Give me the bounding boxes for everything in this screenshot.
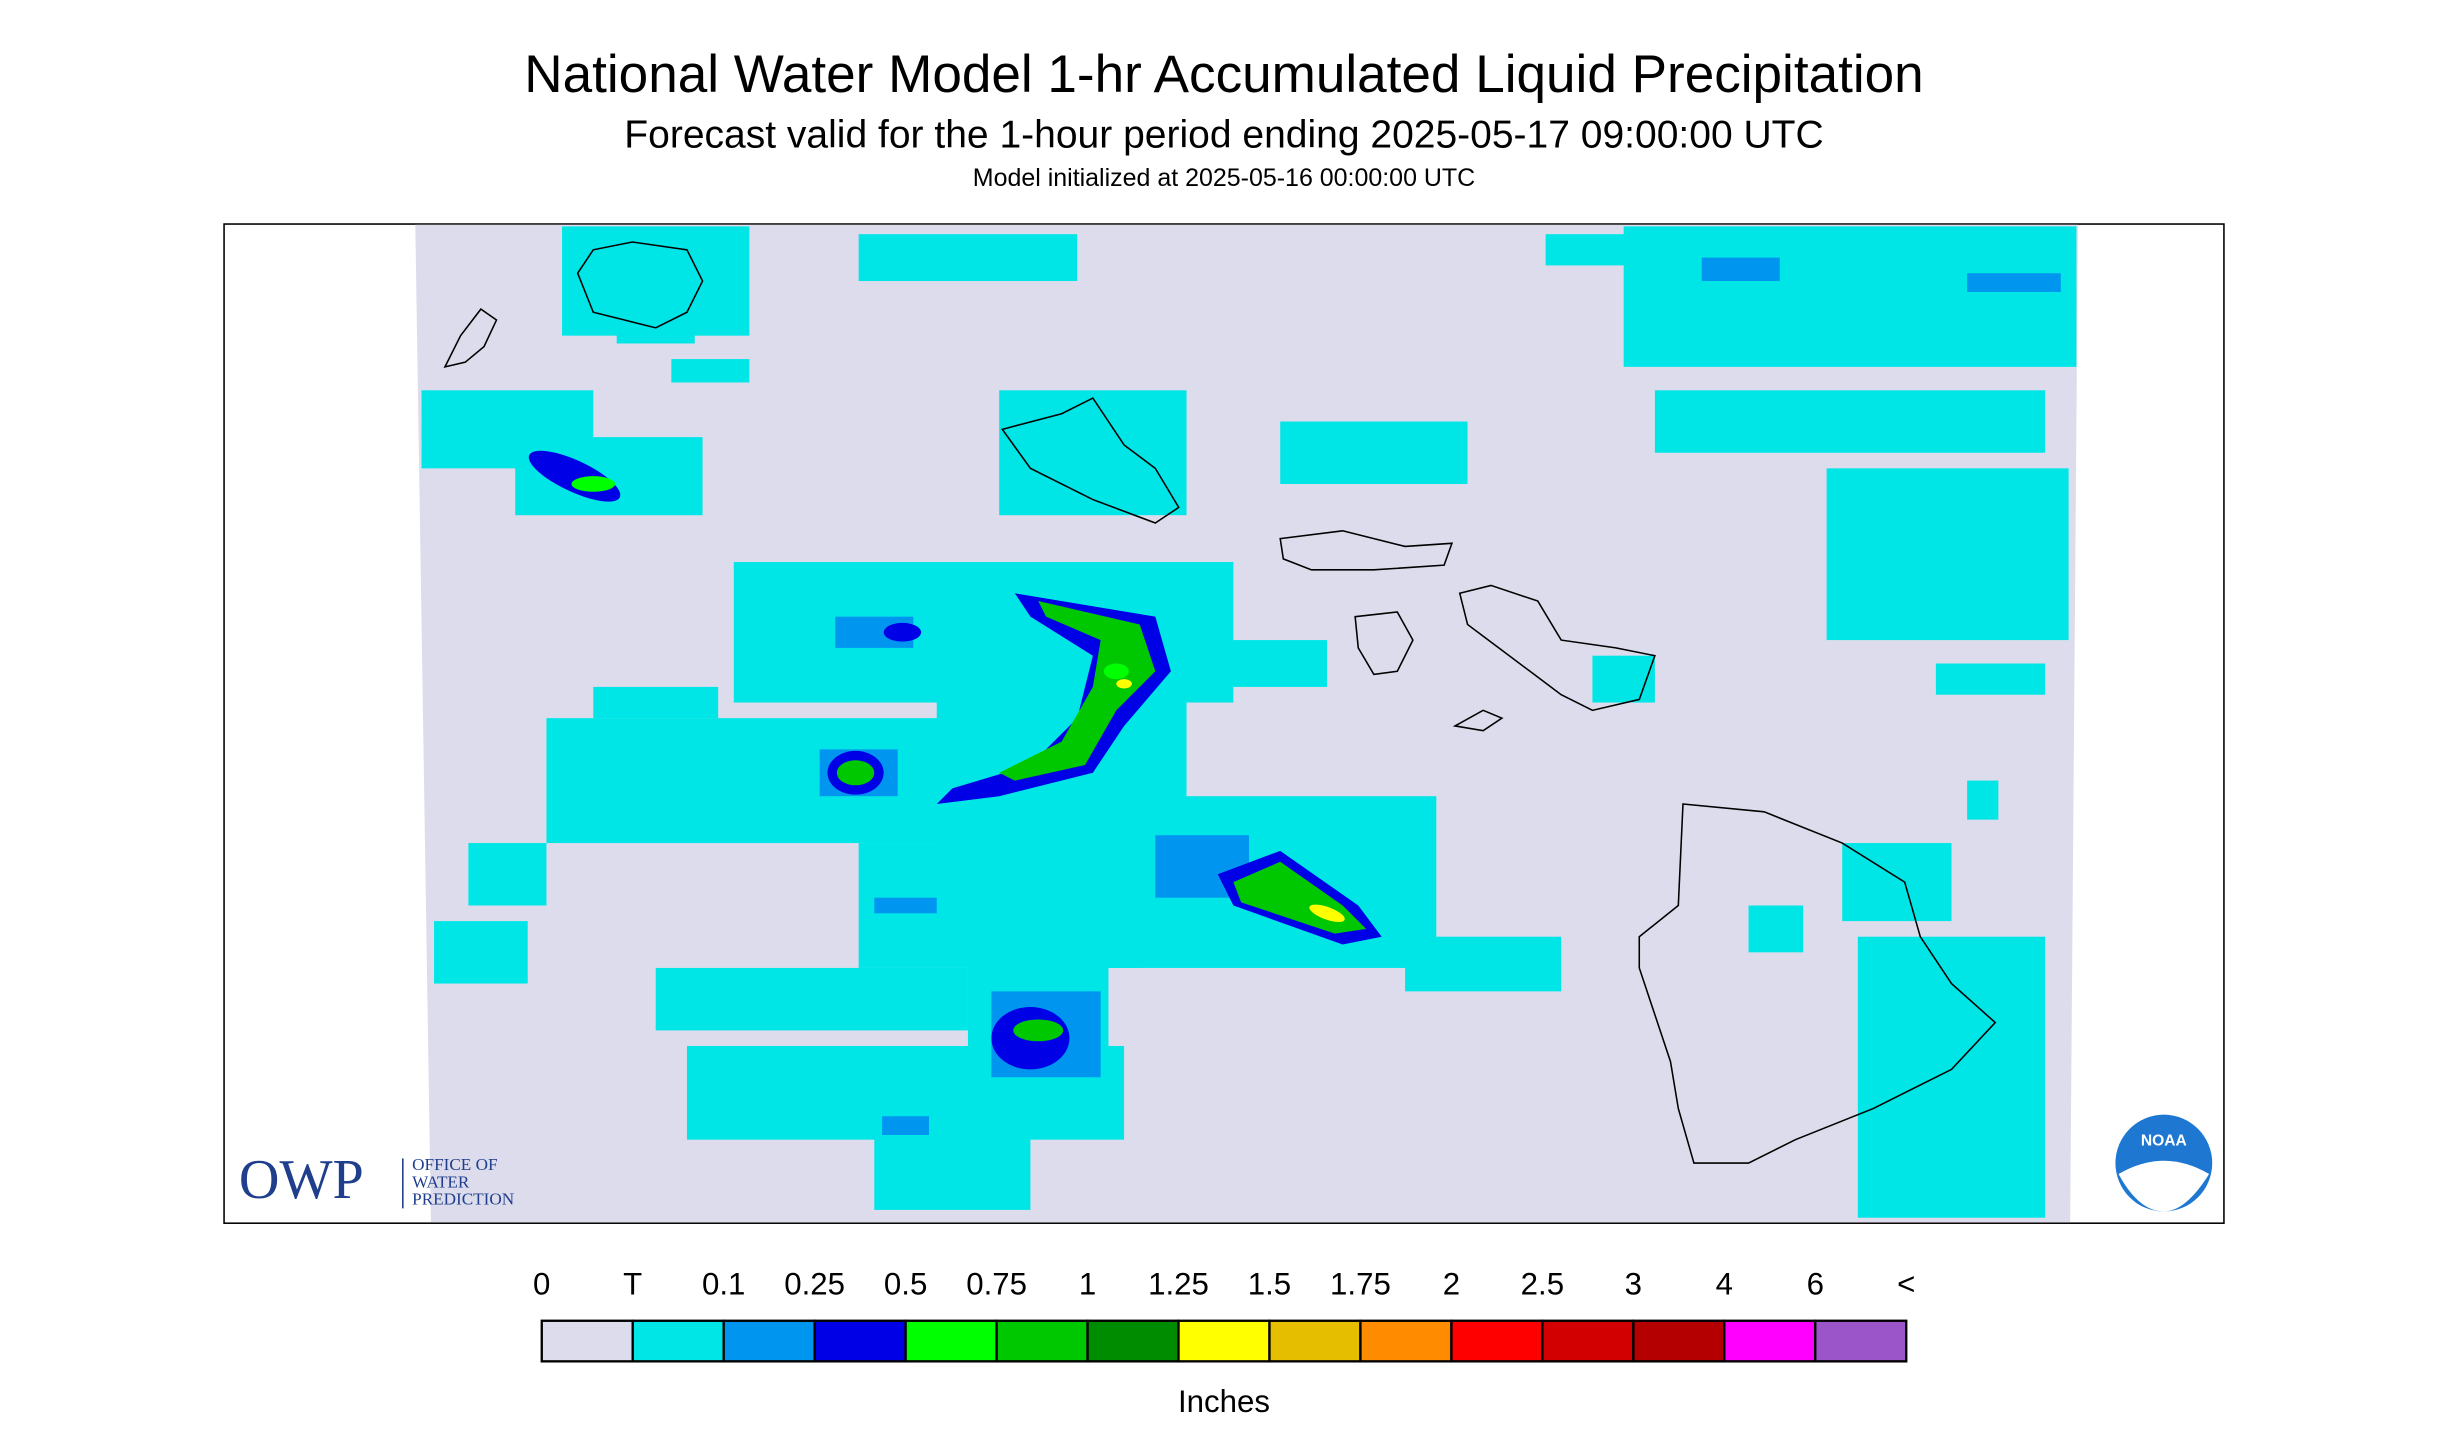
legend-label: 0 bbox=[533, 1267, 550, 1302]
legend-swatch bbox=[904, 1319, 998, 1363]
legend-label: 2.5 bbox=[1521, 1267, 1564, 1302]
owp-line: WATER bbox=[412, 1172, 470, 1191]
legend-swatch bbox=[1541, 1319, 1635, 1363]
legend-unit: Inches bbox=[1178, 1384, 1270, 1419]
legend-label: 1 bbox=[1079, 1267, 1096, 1302]
legend: 0 T 0.1 0.25 0.5 0.75 1 1.25 1.5 1.75 2 2.5 3 4 6 < bbox=[533, 1267, 1915, 1363]
legend-swatch bbox=[813, 1319, 907, 1363]
legend-swatch bbox=[995, 1319, 1089, 1363]
legend-label: 0.75 bbox=[966, 1267, 1027, 1302]
legend-label: < bbox=[1897, 1267, 1915, 1302]
owp-text: OWP bbox=[239, 1149, 364, 1211]
legend-swatch bbox=[631, 1319, 725, 1363]
noaa-text: NOAA bbox=[2141, 1132, 2187, 1149]
owp-line: PREDICTION bbox=[412, 1189, 514, 1208]
legend-swatch bbox=[1450, 1319, 1544, 1363]
noaa-logo: NOAA bbox=[2115, 1114, 2213, 1212]
legend-label: 2 bbox=[1443, 1267, 1460, 1302]
precipitation bbox=[421, 226, 2077, 1218]
subtitle: Forecast valid for the 1-hour period end… bbox=[624, 114, 1823, 157]
legend-label: 0.1 bbox=[702, 1267, 745, 1302]
init-time: Model initialized at 2025-05-16 00:00:00… bbox=[973, 164, 1475, 192]
map bbox=[415, 224, 2078, 1223]
legend-label: 0.25 bbox=[784, 1267, 845, 1302]
legend-label: 4 bbox=[1716, 1267, 1733, 1302]
legend-label: 1.75 bbox=[1330, 1267, 1391, 1302]
legend-swatch bbox=[1177, 1319, 1271, 1363]
legend-swatch bbox=[1723, 1319, 1817, 1363]
legend-label: 6 bbox=[1807, 1267, 1824, 1302]
legend-swatch bbox=[1814, 1319, 1908, 1363]
legend-label: 0.5 bbox=[884, 1267, 927, 1302]
owp-logo: OWP OFFICE OF WATER PREDICTION bbox=[239, 1149, 514, 1211]
legend-swatch bbox=[540, 1319, 634, 1363]
legend-label: 1.25 bbox=[1148, 1267, 1209, 1302]
legend-label: 1.5 bbox=[1248, 1267, 1291, 1302]
legend-swatch bbox=[722, 1319, 816, 1363]
legend-swatch bbox=[1268, 1319, 1362, 1363]
legend-label: T bbox=[623, 1267, 642, 1302]
island-outlines bbox=[443, 241, 1997, 1164]
noaa-gull bbox=[2118, 1160, 2210, 1212]
title: National Water Model 1-hr Accumulated Li… bbox=[524, 45, 1923, 104]
legend-swatch bbox=[1086, 1319, 1180, 1363]
legend-swatch bbox=[1632, 1319, 1726, 1363]
legend-swatch bbox=[1359, 1319, 1453, 1363]
owp-line: OFFICE OF bbox=[412, 1155, 497, 1174]
legend-label: 3 bbox=[1625, 1267, 1642, 1302]
